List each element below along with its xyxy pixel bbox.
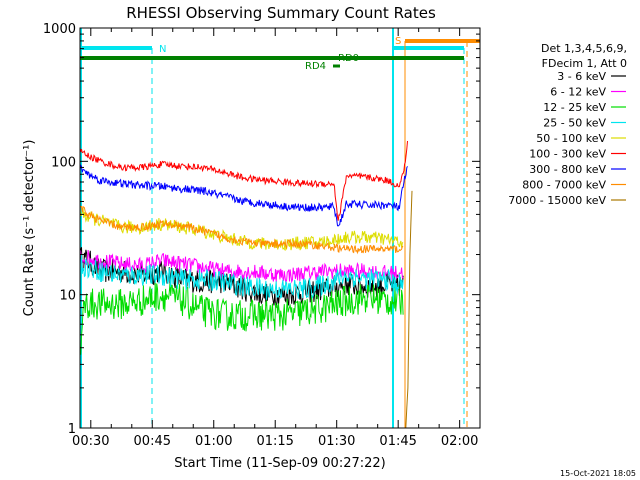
flag-n-label: N — [159, 44, 166, 55]
x-tick-label: 01:30 — [318, 434, 355, 449]
legend-header: Det 1,3,4,5,6,9, — [541, 42, 627, 55]
x-tick-label: 01:45 — [379, 434, 416, 449]
legend-entry-label: 6 - 12 keV — [550, 86, 606, 99]
flag-rd0-label: RD0 — [338, 53, 359, 64]
series-line-7000-15000-kev — [405, 190, 413, 429]
legend-entry-label: 25 - 50 keV — [543, 117, 606, 130]
legend-entry-label: 100 - 300 keV — [529, 148, 606, 161]
series-line-50-100-kev — [79, 207, 404, 252]
y-tick-label: 10 — [59, 289, 76, 304]
series-line-6-12-kev — [79, 249, 404, 285]
series-line-25-50-kev — [79, 254, 404, 300]
flag-rd4-label: RD4 — [305, 61, 326, 72]
legend-header: FDecim 1, Att 0 — [542, 57, 627, 70]
legend-entry-label: 300 - 800 keV — [529, 163, 606, 176]
y-axis: 1 10 100 1000 — [43, 22, 480, 437]
chart-title: RHESSI Observing Summary Count Rates — [126, 4, 436, 22]
flag-s-label: S — [395, 36, 401, 47]
x-tick-label: 00:30 — [72, 434, 109, 449]
legend-entry-label: 3 - 6 keV — [557, 70, 606, 83]
y-axis-label: Count Rate (s⁻¹ detector⁻¹) — [22, 140, 37, 317]
footer-date: 15-Oct-2021 18:05 — [560, 469, 636, 478]
y-tick-label: 100 — [51, 155, 76, 170]
x-tick-label: 02:00 — [441, 434, 478, 449]
legend-entry-label: 800 - 7000 keV — [522, 179, 606, 192]
x-axis: 00:30 00:45 01:00 01:15 01:30 01:45 02:00 — [72, 28, 478, 449]
legend-entry-label: 12 - 25 keV — [543, 101, 606, 114]
legend: Det 1,3,4,5,6,9, FDecim 1, Att 03 - 6 keV… — [508, 42, 627, 207]
x-tick-label: 01:00 — [195, 434, 232, 449]
y-tick-label: 1 — [68, 422, 76, 437]
series-line-800-7000-kev — [79, 205, 404, 255]
x-axis-label: Start Time (11-Sep-09 00:27:22) — [174, 456, 385, 471]
plot-area — [79, 140, 413, 429]
series-line-12-25-kev — [79, 282, 404, 355]
series-line-100-300-kev — [79, 140, 408, 221]
series-line-300-800-kev — [79, 164, 408, 227]
attenuator-flags: N S RD0 RD4 — [80, 28, 480, 428]
x-tick-label: 01:15 — [256, 434, 293, 449]
legend-entry-label: 50 - 100 keV — [536, 132, 606, 145]
legend-entry-label: 7000 - 15000 keV — [508, 194, 606, 207]
x-tick-label: 00:45 — [134, 434, 171, 449]
plot-frame — [79, 27, 481, 429]
y-tick-label: 1000 — [43, 22, 76, 37]
